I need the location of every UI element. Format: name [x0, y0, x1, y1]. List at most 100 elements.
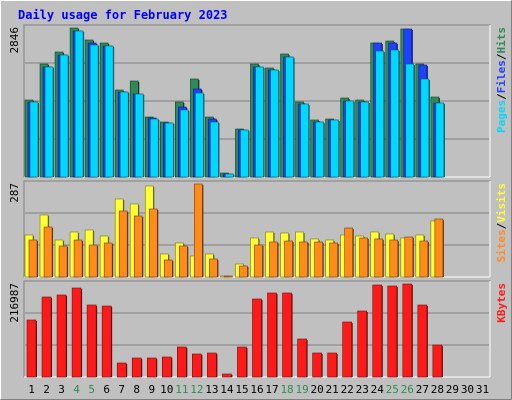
x-tick-13: 13	[205, 383, 218, 396]
bar-pages-12	[195, 92, 204, 178]
bar-sites-1	[28, 239, 38, 278]
x-tick-10: 10	[160, 383, 173, 396]
bar-pages-22	[345, 100, 354, 178]
bar-pages-9	[149, 118, 159, 178]
x-tick-25: 25	[386, 383, 399, 396]
x-tick-1: 1	[28, 383, 35, 396]
x-tick-12: 12	[190, 383, 203, 396]
panel-hits-files-pages: 2846 Pages/Files/Hits	[8, 24, 508, 178]
x-tick-30: 30	[461, 383, 474, 396]
bar-sites-5	[88, 244, 98, 278]
bar-pages-23	[360, 101, 370, 178]
panel-visits-sites: 287 Sites/Visits	[8, 180, 508, 278]
bar-pages-11	[180, 109, 189, 178]
bar-pages-2	[44, 66, 54, 178]
bar-sites-6	[103, 242, 113, 278]
bar-kbytes-7	[116, 362, 127, 378]
y-max-label: 287	[8, 183, 21, 203]
bar-sites-21	[329, 242, 338, 278]
bar-pages-15	[240, 129, 249, 178]
bar-kbytes-18	[282, 292, 292, 378]
bar-pages-10	[164, 122, 174, 178]
x-tick-11: 11	[175, 383, 188, 396]
legend-hits: Hits	[495, 27, 508, 54]
x-tick-21: 21	[326, 383, 339, 396]
x-tick-23: 23	[356, 383, 369, 396]
bar-sites-13	[209, 258, 218, 278]
bar-pages-1	[29, 101, 39, 178]
bar-kbytes-12	[192, 353, 202, 378]
bar-kbytes-19	[297, 338, 307, 378]
bar-kbytes-5	[86, 304, 97, 378]
bar-sites-18	[284, 240, 293, 278]
legend-pages: Pages	[495, 100, 508, 133]
bar-kbytes-16	[252, 298, 262, 378]
legend-kbytes: KBytes	[495, 283, 508, 323]
x-tick-7: 7	[118, 383, 125, 396]
bar-sites-10	[163, 259, 173, 278]
bar-kbytes-28	[432, 344, 443, 378]
bar-pages-17	[270, 69, 279, 178]
bar-sites-2	[43, 226, 53, 278]
x-tick-14: 14	[220, 383, 234, 396]
chart-panels: 2846 Pages/Files/Hits 287 Sites/Visits 21698…	[8, 24, 508, 378]
bar-kbytes-1	[26, 319, 37, 378]
bar-pages-14	[225, 173, 234, 178]
bar-sites-28	[434, 218, 444, 278]
x-tick-4: 4	[73, 383, 80, 396]
panel-kbytes: 216987 KBytes	[8, 280, 508, 378]
bar-kbytes-21	[327, 352, 337, 378]
bar-pages-20	[315, 121, 324, 178]
bar-kbytes-9	[146, 357, 157, 378]
bar-kbytes-10	[161, 356, 172, 378]
x-tick-19: 19	[295, 383, 308, 396]
bar-kbytes-23	[357, 310, 368, 378]
bar-pages-19	[300, 103, 309, 178]
bar-sites-20	[314, 241, 323, 278]
bar-kbytes-24	[372, 284, 383, 378]
x-tick-3: 3	[58, 383, 65, 396]
x-tick-15: 15	[235, 383, 248, 396]
legend-separator: /	[495, 222, 508, 229]
x-tick-18: 18	[280, 383, 293, 396]
bar-sites-23	[359, 237, 369, 278]
bar-pages-27	[420, 78, 430, 178]
y-max-label: 2846	[8, 27, 21, 54]
bar-sites-19	[299, 241, 308, 278]
bar-sites-14	[224, 275, 233, 278]
bar-sites-25	[389, 239, 399, 278]
bar-sites-22	[344, 227, 353, 278]
x-tick-6: 6	[103, 383, 110, 396]
bar-sites-12	[194, 183, 203, 278]
x-tick-27: 27	[416, 383, 429, 396]
legend-sites: Sites	[495, 229, 508, 262]
bar-sites-15	[239, 265, 248, 278]
bar-pages-24	[375, 50, 385, 178]
bar-pages-28	[435, 102, 445, 178]
axis-legend: KBytes	[495, 283, 508, 323]
x-tick-17: 17	[265, 383, 278, 396]
bar-kbytes-3	[56, 294, 67, 378]
legend-visits: Visits	[495, 183, 508, 223]
x-tick-16: 16	[250, 383, 263, 396]
bar-kbytes-25	[387, 285, 398, 378]
x-tick-31: 31	[476, 383, 489, 396]
bar-pages-6	[104, 45, 114, 178]
series-sites	[28, 183, 444, 278]
bar-kbytes-13	[207, 352, 217, 378]
bar-kbytes-15	[237, 346, 247, 378]
bar-sites-24	[374, 238, 384, 278]
x-tick-28: 28	[431, 383, 444, 396]
chart-title: Daily usage for February 2023	[18, 8, 228, 22]
axis-legend: Pages/Files/Hits	[495, 27, 508, 133]
bar-sites-17	[269, 241, 278, 278]
bar-pages-5	[89, 44, 99, 178]
bar-kbytes-4	[71, 287, 82, 378]
bar-sites-8	[133, 215, 143, 278]
bar-kbytes-20	[312, 352, 322, 378]
bar-kbytes-17	[267, 292, 277, 378]
bar-pages-16	[255, 66, 264, 178]
bar-sites-3	[58, 245, 68, 278]
bar-kbytes-26	[402, 283, 413, 378]
